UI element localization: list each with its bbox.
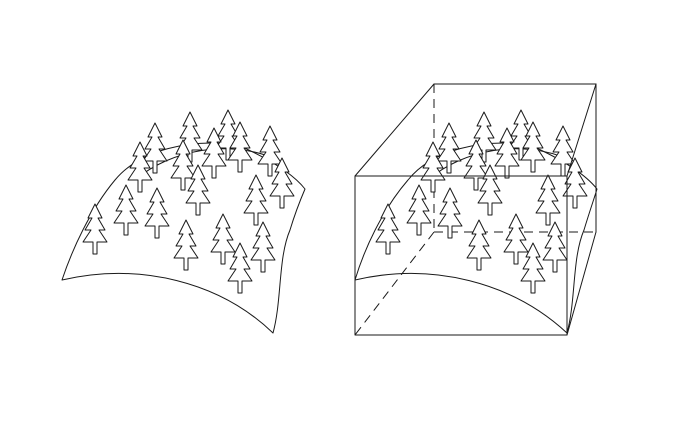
box-top-right-edge: [567, 84, 596, 176]
left-trees: [83, 110, 294, 293]
right-panel: [355, 84, 597, 335]
conifer-tree-icon: [407, 185, 431, 235]
conifer-tree-icon: [270, 158, 294, 208]
conifer-tree-icon: [536, 175, 560, 225]
conifer-tree-icon: [83, 204, 107, 254]
conifer-tree-icon: [504, 214, 528, 264]
conifer-tree-icon: [438, 188, 462, 238]
conifer-tree-icon: [376, 204, 400, 254]
conifer-tree-icon: [174, 220, 198, 270]
conifer-tree-icon: [467, 220, 491, 270]
conifer-tree-icon: [211, 214, 235, 264]
box-bottom-right-edge: [567, 232, 596, 335]
conifer-tree-icon: [543, 222, 567, 272]
left-panel: [62, 110, 305, 333]
right-trees: [376, 110, 587, 293]
box-top-left-edge: [355, 84, 434, 176]
conifer-tree-icon: [244, 175, 268, 225]
conifer-tree-icon: [145, 188, 169, 238]
conifer-tree-icon: [114, 185, 138, 235]
conifer-tree-icon: [251, 222, 275, 272]
